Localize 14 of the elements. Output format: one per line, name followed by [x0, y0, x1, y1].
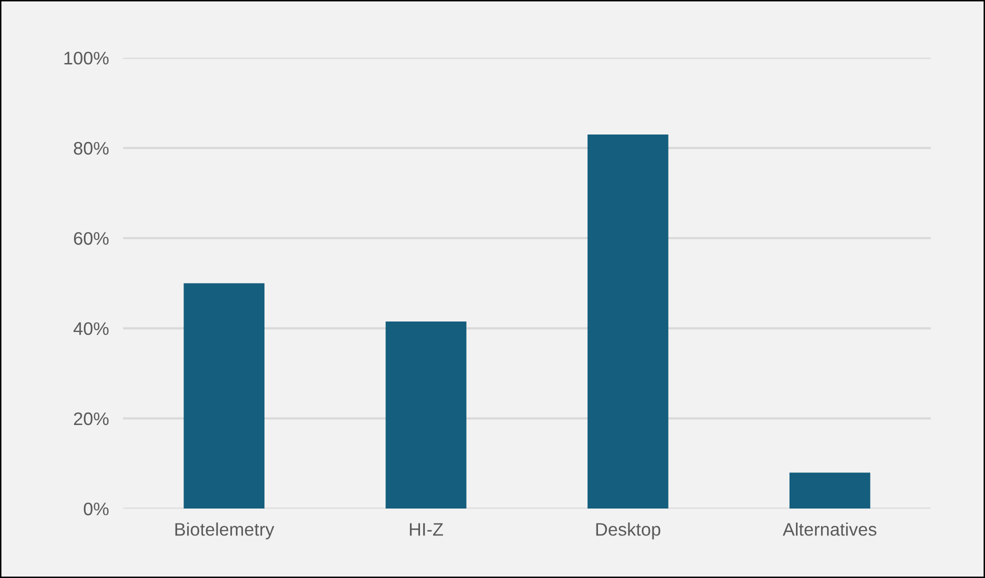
y-tick-label: 0%: [84, 502, 109, 516]
bar: [184, 283, 264, 509]
bar: [789, 472, 870, 509]
y-tick-label: 60%: [74, 232, 109, 245]
y-tick-label: 20%: [74, 412, 109, 426]
x-tick-label: Biotelemetry: [175, 522, 274, 540]
x-tick-label: HI-Z: [410, 523, 443, 536]
bar: [588, 134, 668, 509]
bar: [386, 322, 466, 509]
y-tick-label: 80%: [74, 142, 109, 155]
y-tick-label: 40%: [74, 322, 109, 336]
x-tick-label: Alternatives: [782, 522, 876, 536]
x-tick-label: Desktop: [596, 522, 660, 540]
y-tick-label: 100%: [64, 52, 109, 65]
